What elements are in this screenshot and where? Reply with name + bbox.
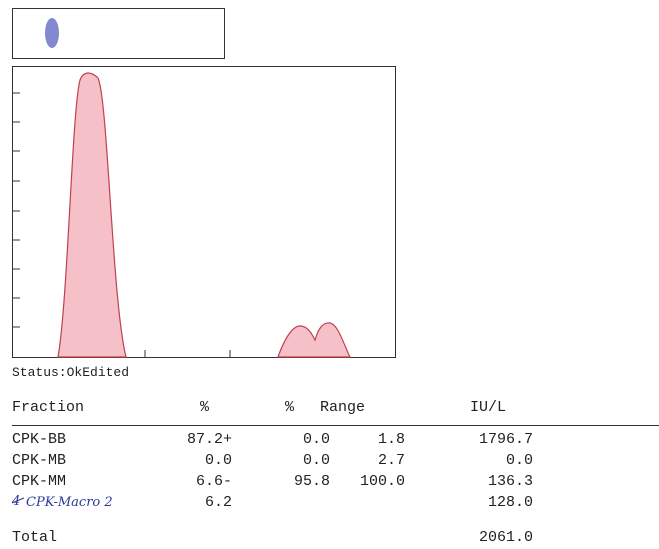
header-cell: IU/L	[470, 399, 506, 417]
value-cell: 87.2+	[132, 431, 232, 449]
fraction-name: CPK-BB	[12, 431, 66, 449]
header-cell: %	[285, 399, 294, 417]
value-cell: 6.6-	[132, 473, 232, 491]
status: Status:OkEdited	[12, 364, 129, 382]
fraction-name: CPK-MM	[12, 473, 66, 491]
value-cell: 6.2	[132, 494, 232, 512]
fraction-name: CPK-MB	[12, 452, 66, 470]
report-page: Status:OkEdited Fraction % % Range IU/L …	[0, 0, 659, 549]
total-value: 2061.0	[433, 529, 533, 547]
value-cell: 136.3	[433, 473, 533, 491]
value-cell: 128.0	[433, 494, 533, 512]
gel-box	[13, 9, 225, 59]
value-cell: 0.0	[433, 452, 533, 470]
struck-mark: 4	[12, 493, 20, 511]
header-cell: Fraction	[12, 399, 84, 417]
total-label: Total	[12, 529, 57, 547]
gel-band	[45, 18, 59, 48]
value-cell: 100.0	[305, 473, 405, 491]
header-cell: Range	[320, 399, 365, 417]
value-cell: 0.0	[132, 452, 232, 470]
fraction-name: CPK-Macro 2	[26, 494, 113, 512]
header-cell: %	[200, 399, 209, 417]
value-cell: 2.7	[305, 452, 405, 470]
value-cell: 1.8	[305, 431, 405, 449]
value-cell: 1796.7	[433, 431, 533, 449]
